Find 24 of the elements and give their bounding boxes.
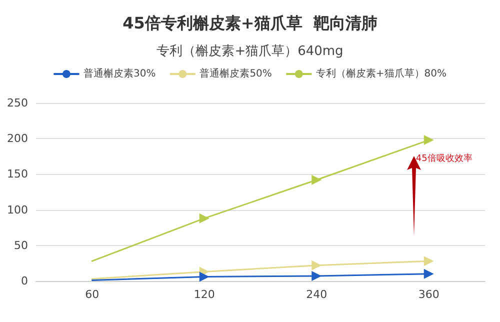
annotation: 45倍吸收效率	[416, 152, 472, 166]
point	[199, 272, 210, 282]
y-tick-label: 250	[7, 96, 28, 110]
x-tick-label: 120	[194, 288, 215, 301]
x-tick-label: 240	[306, 288, 328, 301]
chart-title: 45倍专利槲皮素+猫爪草 靶向清肺	[122, 14, 378, 32]
y-tick-label: 0	[21, 274, 28, 288]
legend-label: 普通槲皮素30%	[83, 68, 156, 80]
legend-label: 普通槲皮素50%	[200, 68, 272, 80]
y-tick-label: 200	[7, 132, 28, 146]
point	[424, 256, 434, 266]
legend-label: 专利（槲皮素+猫爪草）80%	[316, 68, 447, 80]
point	[312, 260, 322, 270]
point	[199, 213, 210, 224]
point	[424, 268, 434, 279]
point	[312, 271, 322, 282]
y-tick-label: 50	[14, 238, 28, 252]
x-tick-label: 360	[418, 288, 440, 301]
y-tick-label: 150	[7, 168, 28, 181]
point	[424, 135, 434, 146]
chart-subtitle: 专利（槲皮素+猫爪草）640mg	[156, 44, 344, 59]
y-tick-label: 100	[7, 203, 28, 216]
x-tick-label: 60	[85, 288, 100, 301]
point	[312, 174, 322, 185]
